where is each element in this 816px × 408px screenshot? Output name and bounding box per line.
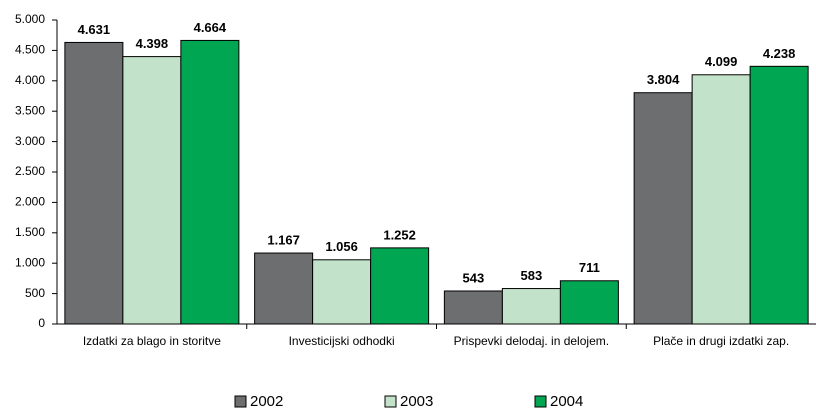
value-label: 4.664	[194, 20, 227, 35]
legend-label: 2004	[550, 393, 583, 408]
value-label: 543	[463, 270, 485, 285]
bar	[749, 65, 809, 325]
y-tick-label: 4.500	[15, 43, 45, 57]
bar	[691, 74, 751, 325]
value-label: 711	[579, 260, 600, 275]
x-tick-label: Plače in drugi izdatki zap.	[653, 334, 789, 348]
value-label: 1.252	[383, 227, 416, 242]
legend-swatch	[234, 395, 247, 408]
bar	[559, 280, 619, 325]
y-tick-label: 3.000	[15, 134, 45, 148]
x-tick-label: Prispevki delodaj. in delojem.	[454, 334, 609, 348]
value-label: 4.099	[705, 54, 738, 69]
bar	[501, 288, 561, 325]
bar	[64, 41, 124, 325]
y-tick-label: 2.500	[15, 164, 45, 178]
y-tick-label: 5.000	[15, 12, 45, 26]
value-label: 4.238	[763, 46, 796, 61]
value-label: 4.398	[136, 36, 169, 51]
legend-label: 2002	[250, 393, 283, 408]
value-label: 4.631	[78, 22, 111, 37]
y-tick-label: 3.500	[15, 103, 45, 117]
bar	[254, 252, 314, 325]
bar	[443, 290, 503, 325]
bar	[312, 259, 372, 325]
y-tick-label: 1.000	[15, 255, 45, 269]
y-tick-label: 2.000	[15, 195, 45, 209]
value-label: 1.167	[267, 232, 300, 247]
legend-label: 2003	[400, 393, 433, 408]
y-tick-label: 0	[38, 316, 45, 330]
x-tick-label: Investicijski odhodki	[289, 334, 395, 348]
bar	[370, 247, 430, 325]
x-tick-label: Izdatki za blago in storitve	[83, 334, 221, 348]
bar	[122, 56, 182, 325]
y-tick-label: 500	[25, 286, 45, 300]
legend-swatch	[534, 395, 547, 408]
value-label: 1.056	[325, 239, 358, 254]
y-tick-label: 1.500	[15, 225, 45, 239]
bar	[180, 39, 240, 325]
y-tick-label: 4.000	[15, 73, 45, 87]
legend-swatch	[384, 395, 397, 408]
value-label: 3.804	[647, 72, 680, 87]
value-label: 583	[521, 268, 543, 283]
bar	[633, 92, 693, 325]
